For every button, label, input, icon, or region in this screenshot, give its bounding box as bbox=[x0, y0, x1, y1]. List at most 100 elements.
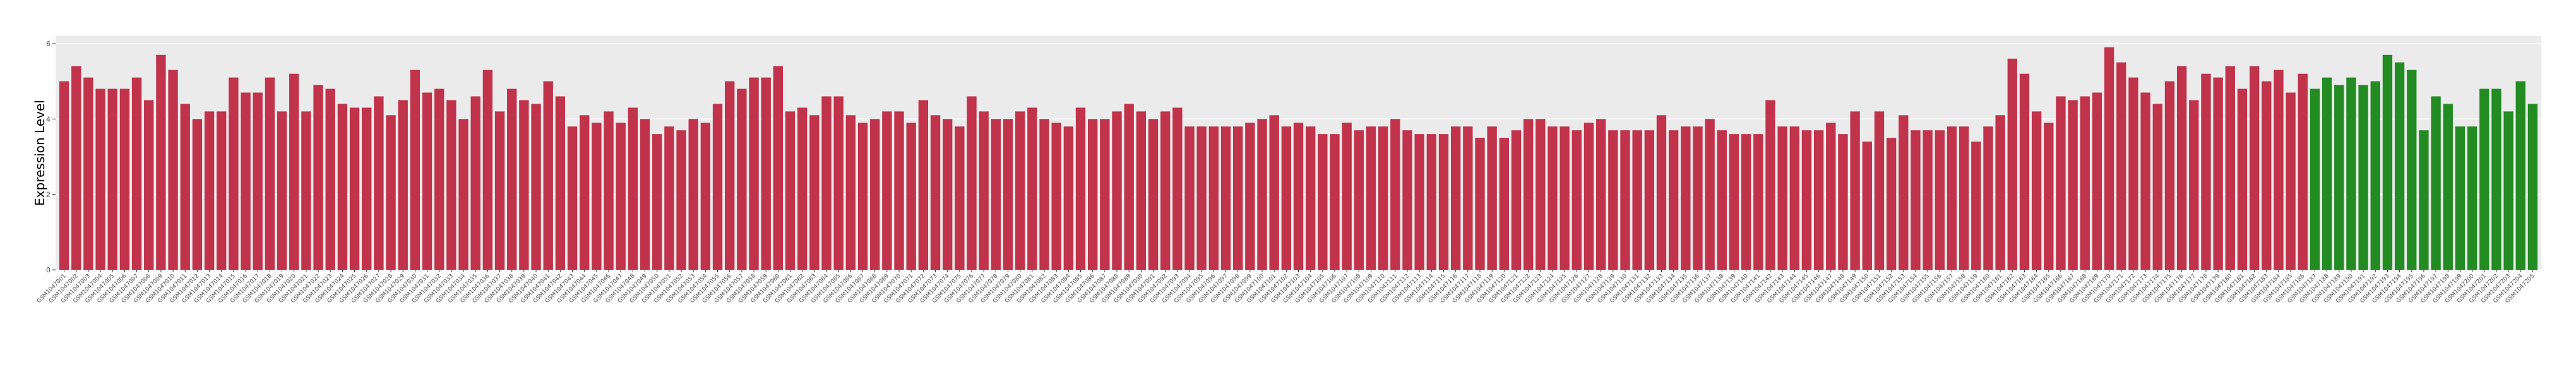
bar bbox=[374, 96, 384, 270]
bar bbox=[1027, 107, 1037, 270]
bar bbox=[1499, 138, 1509, 270]
bar bbox=[1862, 142, 1872, 270]
bar bbox=[362, 107, 372, 270]
bar bbox=[2419, 130, 2429, 270]
bar bbox=[1681, 126, 1691, 270]
bar bbox=[241, 92, 251, 270]
bar bbox=[229, 77, 239, 270]
bar bbox=[2358, 85, 2368, 270]
bar bbox=[1608, 130, 1618, 270]
bar bbox=[2394, 62, 2405, 270]
bar bbox=[2503, 111, 2513, 270]
bar bbox=[1571, 130, 1582, 270]
bar bbox=[1729, 134, 1739, 270]
bar bbox=[1281, 126, 1292, 270]
bar bbox=[1644, 130, 1654, 270]
bar bbox=[2322, 77, 2332, 270]
bar bbox=[1208, 126, 1219, 270]
bar bbox=[1257, 119, 1267, 270]
bar bbox=[1160, 111, 1171, 270]
bar bbox=[95, 88, 105, 270]
bar bbox=[1693, 126, 1703, 270]
bar bbox=[2213, 77, 2223, 270]
bar bbox=[1765, 100, 1775, 270]
bar bbox=[628, 107, 638, 270]
bar bbox=[1354, 130, 1364, 270]
bar bbox=[422, 92, 432, 270]
bar bbox=[725, 81, 735, 270]
bar bbox=[192, 119, 203, 270]
bar bbox=[1450, 126, 1461, 270]
bar bbox=[2019, 73, 2030, 270]
bar bbox=[434, 88, 444, 270]
bar bbox=[313, 85, 323, 270]
bar bbox=[1220, 126, 1231, 270]
bar bbox=[1511, 130, 1522, 270]
bar bbox=[1923, 130, 1933, 270]
bar bbox=[2515, 81, 2525, 270]
bar bbox=[1777, 126, 1787, 270]
bar bbox=[1947, 126, 1957, 270]
bar bbox=[1172, 107, 1183, 270]
bar bbox=[700, 123, 711, 270]
bar bbox=[894, 111, 904, 270]
bar bbox=[531, 104, 541, 270]
bar bbox=[1426, 134, 1436, 270]
bar bbox=[1983, 126, 1993, 270]
bar bbox=[991, 119, 1001, 270]
bar bbox=[325, 88, 335, 270]
bar bbox=[882, 111, 892, 270]
bar bbox=[640, 119, 650, 270]
bar bbox=[386, 115, 396, 270]
bar bbox=[458, 119, 468, 270]
bar bbox=[1305, 126, 1316, 270]
bar bbox=[2068, 100, 2078, 270]
bar bbox=[773, 66, 784, 270]
bar bbox=[507, 88, 517, 270]
bar bbox=[749, 77, 759, 270]
bar bbox=[1184, 126, 1195, 270]
bar bbox=[398, 100, 408, 270]
bar bbox=[2467, 126, 2478, 270]
bar bbox=[1595, 119, 1606, 270]
bar bbox=[2092, 92, 2102, 270]
bar bbox=[1136, 111, 1147, 270]
bar bbox=[592, 123, 602, 270]
bar bbox=[821, 96, 832, 270]
bar bbox=[470, 96, 480, 270]
bar bbox=[2407, 70, 2417, 270]
bar bbox=[555, 96, 566, 270]
bar bbox=[131, 77, 142, 270]
bar bbox=[1342, 123, 1352, 270]
bar bbox=[1088, 119, 1098, 270]
bar bbox=[1741, 134, 1751, 270]
bar bbox=[1559, 126, 1570, 270]
bar bbox=[1366, 126, 1376, 270]
bar bbox=[482, 70, 493, 270]
bar bbox=[2310, 88, 2320, 270]
bar bbox=[1971, 142, 1981, 270]
bar bbox=[809, 115, 820, 270]
bar bbox=[2116, 62, 2126, 270]
bar bbox=[1705, 119, 1715, 270]
bar bbox=[1063, 126, 1074, 270]
bar bbox=[1838, 134, 1848, 270]
bar bbox=[1753, 134, 1763, 270]
bar bbox=[1075, 107, 1086, 270]
bar bbox=[604, 111, 614, 270]
bar bbox=[1463, 126, 1473, 270]
bar bbox=[349, 107, 360, 270]
bar bbox=[1620, 130, 1630, 270]
bar bbox=[144, 100, 154, 270]
bar bbox=[1583, 123, 1594, 270]
bar bbox=[2479, 88, 2490, 270]
bar bbox=[2455, 126, 2466, 270]
bar bbox=[676, 130, 686, 270]
bar bbox=[337, 104, 348, 270]
bar bbox=[1911, 130, 1921, 270]
bar bbox=[930, 115, 941, 270]
bar bbox=[652, 134, 662, 270]
bar bbox=[1051, 123, 1061, 270]
bar bbox=[857, 123, 868, 270]
bar bbox=[410, 70, 420, 270]
